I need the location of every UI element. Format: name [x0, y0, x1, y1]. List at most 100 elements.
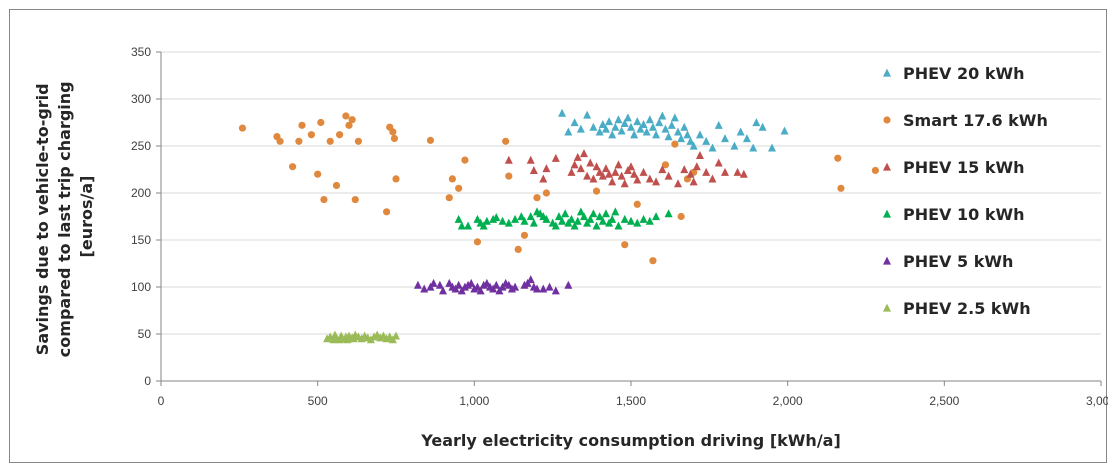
data-point — [445, 278, 454, 287]
data-point — [677, 212, 685, 221]
data-point — [736, 127, 745, 136]
legend-marker — [883, 303, 891, 312]
data-point — [454, 280, 463, 289]
series-2 — [504, 149, 748, 188]
legend-marker — [883, 162, 891, 171]
data-point — [661, 161, 670, 169]
data-point — [473, 214, 482, 223]
data-point — [630, 130, 639, 139]
data-point — [768, 143, 776, 152]
data-point — [614, 115, 623, 124]
data-point — [420, 284, 429, 293]
series-1 — [238, 112, 880, 265]
y-axis-title-line-3: [euros/a] — [77, 176, 96, 258]
data-point — [592, 187, 601, 195]
data-point — [605, 169, 614, 178]
data-point — [348, 116, 356, 124]
data-point — [749, 143, 758, 152]
y-axis-title: Savings due to vehicle-to-grid compared … — [33, 76, 96, 357]
data-point — [539, 284, 548, 293]
data-point — [742, 134, 751, 143]
data-point — [617, 171, 626, 180]
data-point — [617, 126, 626, 135]
data-point — [545, 282, 554, 291]
data-point — [558, 108, 567, 117]
data-point — [645, 216, 654, 225]
data-point — [576, 207, 585, 216]
data-point — [652, 130, 661, 139]
data-point — [752, 118, 761, 127]
data-point — [620, 214, 629, 223]
data-point — [645, 174, 654, 183]
data-point — [595, 127, 604, 136]
data-point — [558, 216, 567, 225]
data-point — [564, 280, 573, 289]
data-point — [627, 122, 635, 131]
x-tick-label: 1,000 — [459, 394, 489, 408]
data-point — [492, 213, 501, 222]
y-axis-title-line-2: compared to last trip charging — [55, 81, 74, 357]
data-point — [383, 208, 391, 216]
x-tick-label: 500 — [308, 394, 328, 408]
data-point — [461, 156, 469, 164]
data-points — [238, 108, 880, 344]
chart-frame: 0 50 100 150 200 250 300 350 0 500 1,000 1,500 2,00… — [9, 9, 1108, 463]
data-point — [580, 149, 588, 158]
data-point — [733, 167, 742, 176]
data-point — [658, 111, 667, 120]
data-point — [680, 165, 689, 174]
data-point — [589, 209, 598, 218]
y-tick-label: 250 — [131, 139, 151, 153]
data-point — [526, 155, 535, 164]
data-point — [520, 216, 529, 225]
data-point — [564, 127, 573, 136]
y-tick-label: 200 — [131, 186, 151, 200]
data-point — [345, 121, 353, 129]
data-point — [454, 214, 463, 223]
data-point — [314, 170, 322, 178]
data-point — [533, 284, 541, 293]
data-point — [714, 158, 723, 167]
data-point — [576, 124, 585, 133]
data-point — [639, 214, 648, 223]
y-tick-label: 100 — [131, 280, 151, 294]
data-point — [614, 221, 623, 230]
data-point — [445, 194, 453, 202]
data-point — [589, 174, 598, 183]
data-point — [561, 209, 570, 218]
data-point — [479, 221, 488, 230]
y-tick-label: 0 — [144, 374, 151, 388]
data-point — [551, 153, 560, 162]
data-point — [592, 162, 601, 171]
data-point — [633, 200, 641, 208]
data-point — [739, 169, 748, 178]
series-5 — [323, 330, 400, 344]
series-0 — [558, 108, 789, 152]
data-point — [780, 126, 789, 135]
y-tick-label: 50 — [138, 327, 152, 341]
axes — [156, 51, 1102, 386]
data-point — [595, 212, 604, 221]
legend-marker — [883, 68, 891, 77]
data-point — [520, 231, 529, 239]
legend-label: PHEV 10 kWh — [903, 205, 1025, 224]
data-point — [567, 167, 576, 176]
data-point — [621, 241, 629, 249]
data-point — [633, 117, 642, 126]
data-point — [570, 118, 579, 127]
data-point — [238, 124, 247, 132]
data-point — [730, 141, 739, 150]
data-point — [498, 216, 507, 225]
data-point — [627, 162, 635, 171]
data-point — [702, 136, 711, 145]
data-point — [834, 154, 842, 162]
data-point — [639, 119, 648, 128]
data-point — [652, 212, 661, 221]
data-point — [871, 166, 880, 175]
data-point — [652, 177, 661, 186]
data-point — [413, 280, 422, 289]
data-point — [336, 131, 344, 139]
data-point — [661, 124, 670, 133]
data-point — [639, 167, 648, 176]
legend-marker — [883, 209, 891, 218]
